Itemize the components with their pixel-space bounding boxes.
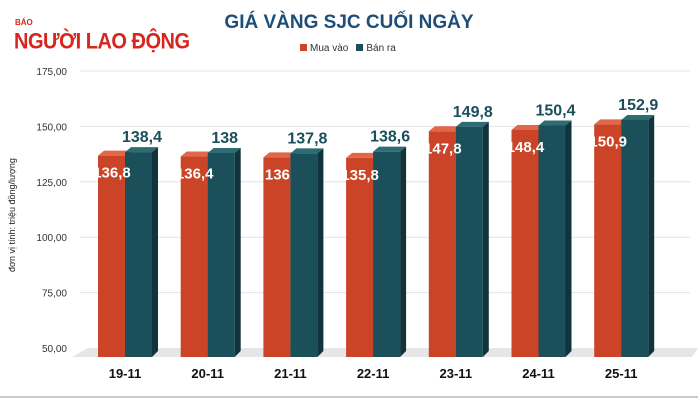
data-label-ban-ra: 152,9 xyxy=(618,97,658,114)
bar-ban-ra xyxy=(373,151,401,357)
x-tick-label: 25-11 xyxy=(605,366,638,381)
y-tick-label: 100,00 xyxy=(36,233,67,244)
bar-top xyxy=(511,124,545,130)
x-tick-label: 21-11 xyxy=(274,366,307,381)
bar-side xyxy=(317,148,324,357)
bar-top xyxy=(346,152,380,158)
bar-ban-ra xyxy=(538,125,566,357)
logo: NGƯỜI LAO ĐỘNG xyxy=(14,29,190,55)
bar-top xyxy=(428,126,462,132)
bar-side xyxy=(482,121,489,357)
x-tick-label: 24-11 xyxy=(522,366,555,381)
bar-mua-vao xyxy=(428,131,456,357)
bar-mua-vao xyxy=(98,155,125,357)
bar-side xyxy=(234,147,241,357)
legend-label: Mua vào xyxy=(310,43,349,54)
bar-top xyxy=(290,148,324,154)
data-label-ban-ra: 149,8 xyxy=(453,104,493,121)
bar-side xyxy=(400,146,407,357)
data-label-mua-vao: 150,9 xyxy=(589,133,627,150)
bar-ban-ra xyxy=(455,126,483,357)
bar-mua-vao xyxy=(346,157,374,357)
legend-label: Bán ra xyxy=(366,43,396,54)
bar-ban-ra xyxy=(621,119,649,357)
bar-top xyxy=(538,120,572,126)
x-tick-label: 22-11 xyxy=(357,366,390,381)
bar-top xyxy=(455,121,489,127)
legend: Mua vào Bán ra xyxy=(300,43,396,55)
bar-top xyxy=(180,151,214,157)
x-tick-label: 19-11 xyxy=(109,366,142,381)
x-tick-label: 23-11 xyxy=(440,366,473,381)
y-tick-label: 75,00 xyxy=(42,289,67,300)
bottom-divider xyxy=(0,396,698,398)
bar-top xyxy=(594,119,628,125)
data-label-mua-vao: 136 xyxy=(265,166,290,183)
data-label-mua-vao: 136,4 xyxy=(176,166,214,183)
bar-mua-vao xyxy=(594,124,622,357)
bar-top xyxy=(125,147,158,153)
data-label-ban-ra: 138 xyxy=(211,130,238,147)
data-label-ban-ra: 138,6 xyxy=(370,129,410,146)
legend-item-ban-ra: Bán ra xyxy=(356,43,396,55)
data-label-mua-vao: 136,8 xyxy=(93,165,131,182)
data-label-mua-vao: 148,4 xyxy=(507,139,545,156)
bar-side xyxy=(152,147,158,357)
bar-ban-ra xyxy=(125,152,152,357)
bar-mua-vao xyxy=(180,156,208,357)
data-label-ban-ra: 150,4 xyxy=(535,103,575,120)
data-label-mua-vao: 135,8 xyxy=(341,167,379,184)
legend-item-mua-vao: Mua vào xyxy=(300,43,348,55)
legend-swatch xyxy=(356,44,364,51)
data-label-mua-vao: 147,8 xyxy=(424,140,462,157)
data-label-ban-ra: 137,8 xyxy=(287,130,327,147)
legend-swatch xyxy=(300,44,307,51)
x-tick-label: 20-11 xyxy=(191,366,224,381)
y-tick-label: 150,00 xyxy=(36,122,67,133)
bar-side xyxy=(565,120,572,357)
logo-prefix: BÁO xyxy=(15,18,33,27)
bar-mua-vao xyxy=(511,129,539,357)
y-tick-label: 175,00 xyxy=(36,67,67,78)
bar-top xyxy=(263,152,297,158)
bar-top xyxy=(373,146,407,152)
data-label-ban-ra: 138,4 xyxy=(122,129,162,146)
y-tick-label: 125,00 xyxy=(36,178,67,189)
bar-ban-ra xyxy=(207,152,235,357)
bar-mua-vao xyxy=(263,157,291,357)
bar-side xyxy=(648,114,655,357)
bar-top xyxy=(98,150,131,156)
chart-title: GIÁ VÀNG SJC CUỐI NGÀY xyxy=(224,12,474,33)
bar-ban-ra xyxy=(290,153,318,357)
y-tick-label: 50,00 xyxy=(42,344,67,355)
bar-top xyxy=(621,114,655,120)
bar-top xyxy=(207,147,241,153)
